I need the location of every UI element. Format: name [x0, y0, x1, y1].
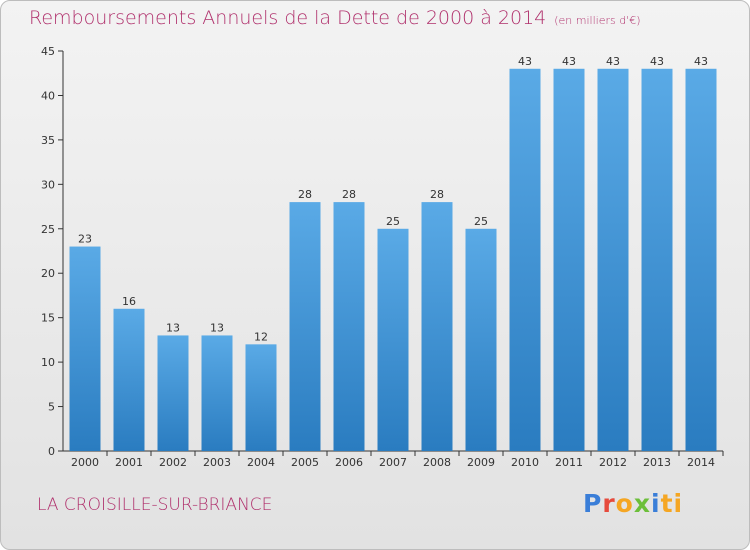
- bar-value-label: 25: [386, 215, 400, 228]
- x-tick-label: 2013: [643, 456, 671, 469]
- proxiti-logo: Proxiti: [583, 489, 683, 518]
- bar-value-label: 13: [166, 321, 180, 334]
- y-tick-label: 20: [41, 267, 55, 280]
- x-tick-label: 2003: [203, 456, 231, 469]
- y-tick-label: 40: [41, 89, 55, 102]
- bar: [553, 68, 585, 452]
- bar: [421, 202, 453, 451]
- bar-value-label: 25: [474, 215, 488, 228]
- x-tick-label: 2011: [555, 456, 583, 469]
- bar-value-label: 43: [518, 55, 532, 68]
- bar-value-label: 43: [562, 55, 576, 68]
- logo-letter: ti: [660, 489, 684, 518]
- x-tick-label: 2001: [115, 456, 143, 469]
- bar-value-label: 28: [342, 188, 356, 201]
- bars: [69, 68, 717, 452]
- y-tick-label: 10: [41, 356, 55, 369]
- logo-letter: o: [615, 489, 634, 518]
- x-tick-label: 2010: [511, 456, 539, 469]
- bar: [157, 335, 189, 451]
- bar-value-label: 13: [210, 321, 224, 334]
- bar-value-label: 43: [606, 55, 620, 68]
- x-tick-label: 2008: [423, 456, 451, 469]
- unit-label: (en milliers d'€): [554, 14, 641, 27]
- bar-value-label: 16: [122, 295, 136, 308]
- y-tick-label: 5: [48, 401, 55, 414]
- title-text: Remboursements Annuels de la Dette de 20…: [29, 7, 547, 29]
- bar-value-label: 28: [430, 188, 444, 201]
- bar-value-label: 23: [78, 233, 92, 246]
- y-tick-label: 15: [41, 312, 55, 325]
- x-tick-label: 2012: [599, 456, 627, 469]
- y-axis: 0 5 10 15 20 25 30 35 40 45: [41, 45, 64, 458]
- x-tick-label: 2004: [247, 456, 275, 469]
- bar: [641, 68, 673, 452]
- x-tick-label: 2014: [687, 456, 715, 469]
- bar-value-label: 28: [298, 188, 312, 201]
- x-tick-label: 2007: [379, 456, 407, 469]
- bar-value-label: 43: [694, 55, 708, 68]
- bar: [597, 68, 629, 452]
- x-axis: 2000 2001 2002 2003 2004 2005 2006 2007 2008 2009…: [63, 450, 724, 469]
- x-tick-label: 2002: [159, 456, 187, 469]
- x-tick-label: 2000: [71, 456, 99, 469]
- bar: [201, 335, 233, 451]
- city-name: LA CROISILLE-SUR-BRIANCE: [37, 495, 273, 515]
- y-tick-label: 30: [41, 178, 55, 191]
- x-tick-label: 2005: [291, 456, 319, 469]
- y-tick-label: 35: [41, 134, 55, 147]
- bar: [245, 344, 277, 451]
- y-tick-label: 25: [41, 223, 55, 236]
- bar: [509, 68, 541, 452]
- y-tick-label: 0: [48, 445, 55, 458]
- data-labels: 23 16 13 13 12 28 28 25 28 25 43 43 43 43 43: [78, 55, 708, 344]
- bar-value-label: 43: [650, 55, 664, 68]
- logo-letter: P: [583, 489, 603, 518]
- bar: [333, 202, 365, 451]
- bar-value-label: 12: [254, 330, 268, 343]
- y-tick-label: 45: [41, 45, 55, 58]
- chart-title: Remboursements Annuels de la Dette de 20…: [29, 7, 641, 29]
- bar: [289, 202, 321, 451]
- x-tick-label: 2006: [335, 456, 363, 469]
- bar: [465, 228, 497, 451]
- bar: [685, 68, 717, 452]
- bar: [113, 308, 145, 451]
- logo-letter: r: [602, 489, 616, 518]
- bar: [69, 246, 101, 451]
- logo-letter: x: [633, 489, 651, 518]
- logo-letter: i: [651, 489, 661, 518]
- x-tick-label: 2009: [467, 456, 495, 469]
- bar: [377, 228, 409, 451]
